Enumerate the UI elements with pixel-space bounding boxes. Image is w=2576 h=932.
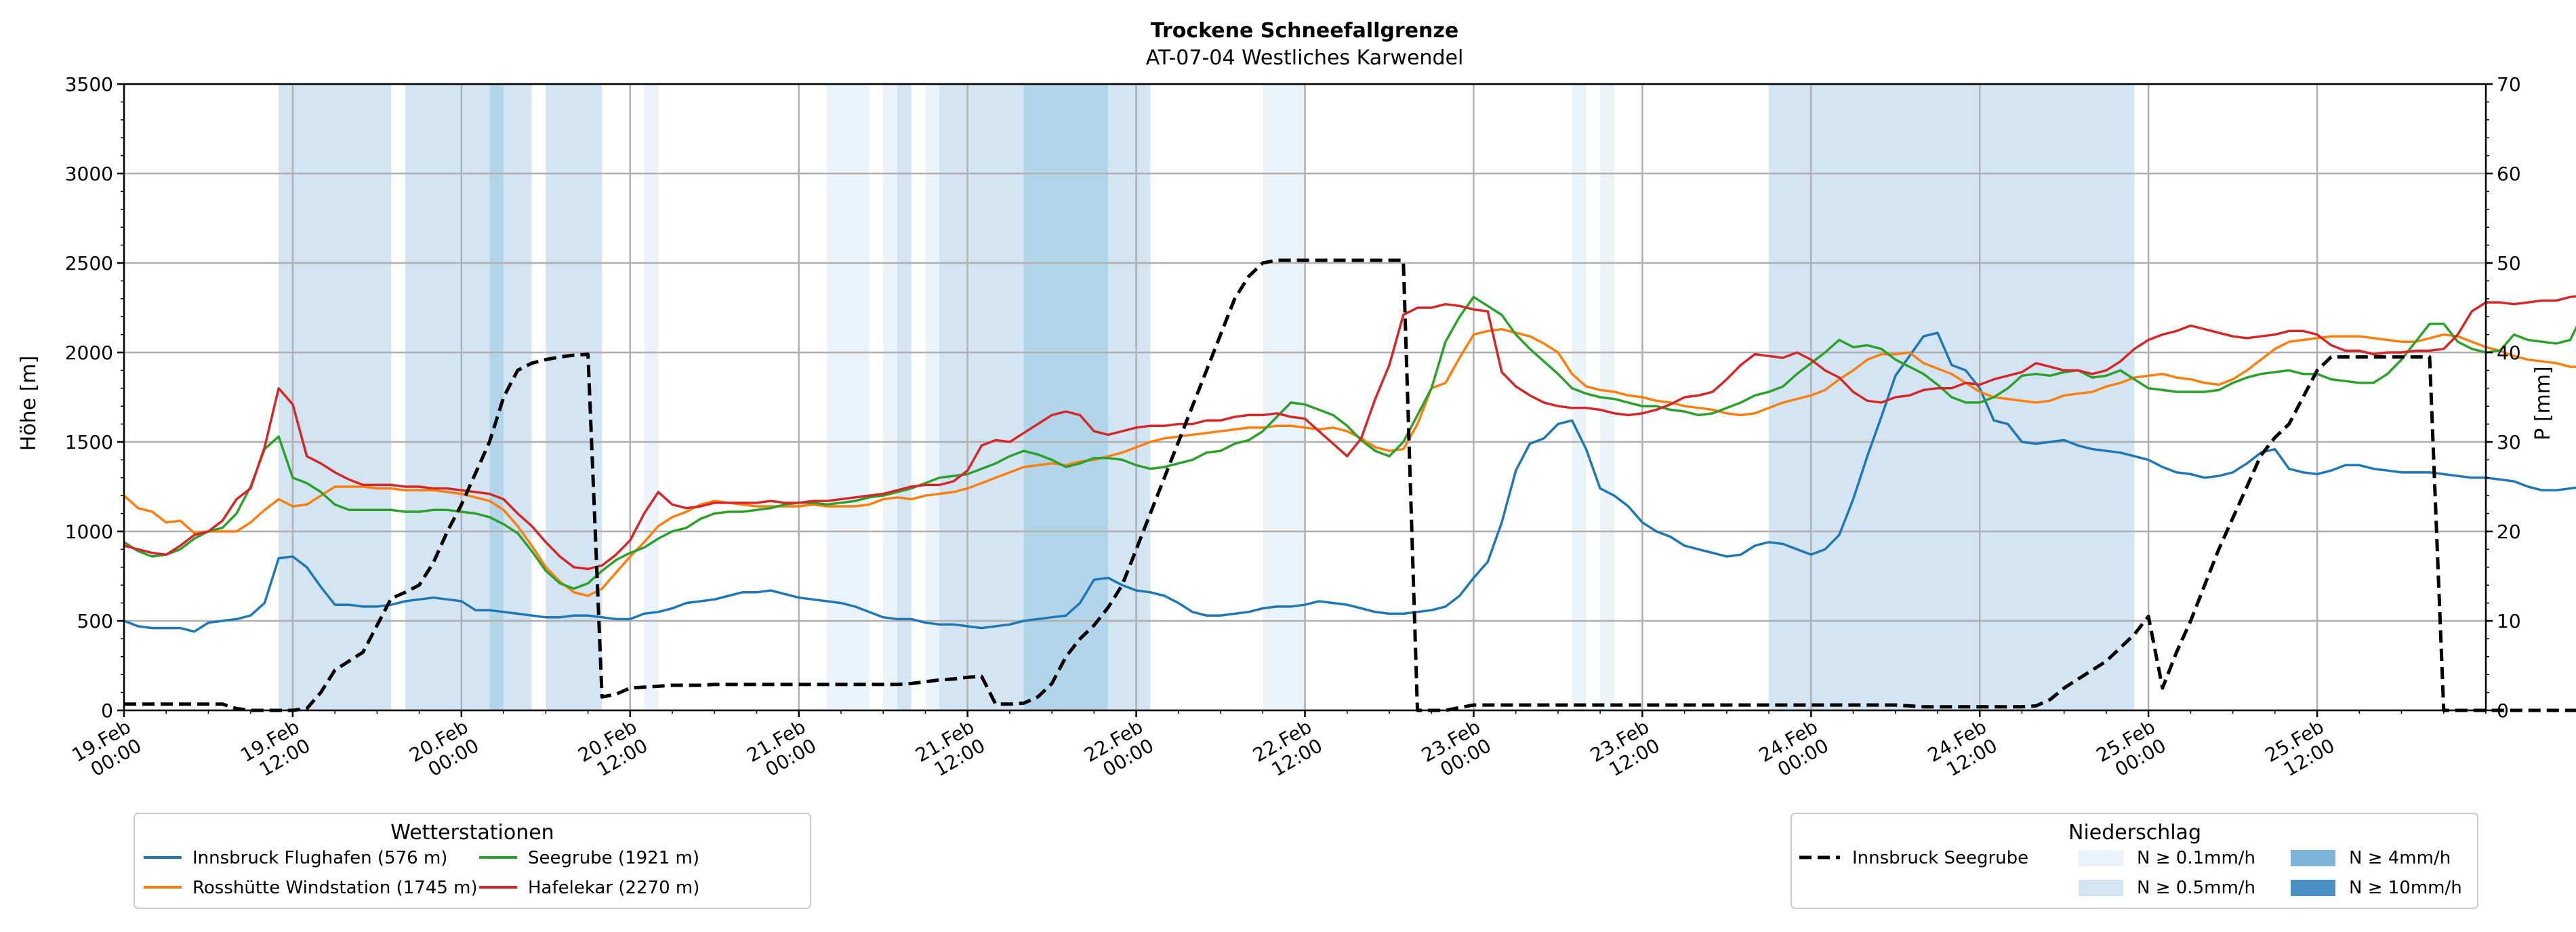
legend-swatch bbox=[2079, 850, 2123, 866]
series-line bbox=[123, 295, 2576, 571]
precip-band bbox=[504, 84, 532, 710]
legend-label: N ≥ 0.1mm/h bbox=[2137, 848, 2255, 868]
precip-band bbox=[827, 84, 870, 710]
precip-band bbox=[1023, 84, 1109, 710]
legend-label: Seegrube (1921 m) bbox=[528, 848, 699, 868]
y-tick-label-right: 70 bbox=[2497, 73, 2521, 96]
y-tick-label-left: 2000 bbox=[65, 342, 113, 364]
series-line bbox=[123, 331, 2576, 633]
legend-precip: Niederschlag Innsbruck Seegrube N ≥ 0.1mm/… bbox=[1791, 813, 2478, 909]
legend-label: Innsbruck Seegrube bbox=[1852, 848, 2028, 868]
y-tick-label-left: 1500 bbox=[65, 431, 113, 453]
y-tick-label-right: 60 bbox=[2497, 163, 2521, 185]
precip-band bbox=[939, 84, 1024, 710]
legend-stations: Wetterstationen Innsbruck Flughafen (576 … bbox=[134, 813, 811, 909]
precip-band bbox=[489, 84, 504, 710]
precip-band bbox=[546, 84, 602, 710]
y-tick-label-right: 40 bbox=[2497, 342, 2521, 364]
y-tick-label-left: 3000 bbox=[65, 163, 113, 185]
legend-precip-title: Niederschlag bbox=[2068, 821, 2201, 845]
y-tick-label-right: 0 bbox=[2497, 700, 2509, 722]
y-axis-label-right: P [mm] bbox=[2531, 366, 2555, 440]
precip-band bbox=[925, 84, 940, 710]
chart-subtitle: AT-07-04 Westliches Karwendel bbox=[1146, 46, 1464, 70]
legend-swatch bbox=[2291, 850, 2335, 866]
series-line bbox=[123, 327, 2576, 597]
legend-label: Innsbruck Flughafen (576 m) bbox=[192, 848, 447, 868]
y-tick-label-left: 3500 bbox=[65, 73, 113, 96]
legend-swatch bbox=[2291, 880, 2335, 896]
precip-band bbox=[1263, 84, 1305, 710]
legend-stations-title: Wetterstationen bbox=[390, 821, 554, 845]
y-tick-label-right: 10 bbox=[2497, 610, 2521, 632]
precip-band bbox=[405, 84, 490, 710]
legend-stations-box bbox=[134, 813, 811, 909]
y-tick-label-left: 2500 bbox=[65, 252, 113, 275]
y-tick-label-left: 0 bbox=[101, 700, 113, 722]
precip-band bbox=[644, 84, 659, 710]
legends: Wetterstationen Innsbruck Flughafen (576 … bbox=[134, 813, 2478, 909]
legend-label: N ≥ 4mm/h bbox=[2349, 848, 2451, 868]
precip-bands bbox=[279, 84, 2135, 710]
precip-band bbox=[897, 84, 912, 710]
y-tick-label-left: 500 bbox=[77, 610, 113, 632]
precip-band bbox=[1108, 84, 1151, 710]
legend-label: Rosshütte Windstation (1745 m) bbox=[192, 878, 478, 898]
precip-band bbox=[883, 84, 897, 710]
precip-band bbox=[1572, 84, 1587, 710]
legend-label: N ≥ 0.5mm/h bbox=[2137, 878, 2255, 898]
y-tick-label-left: 1000 bbox=[65, 521, 113, 543]
y-tick-label-right: 30 bbox=[2497, 431, 2521, 453]
precip-band bbox=[279, 84, 392, 710]
series-line bbox=[124, 258, 2576, 712]
series-lines bbox=[123, 258, 2576, 712]
legend-swatch bbox=[2079, 880, 2123, 896]
x-tick-label: 23.Feb00:00 bbox=[1418, 715, 1495, 785]
y-tick-label-right: 50 bbox=[2497, 252, 2521, 275]
y-tick-label-right: 20 bbox=[2497, 521, 2521, 543]
legend-label: Hafelekar (2270 m) bbox=[528, 878, 699, 898]
chart-title: Trockene Schneefallgrenze bbox=[1151, 19, 1458, 43]
legend-label: N ≥ 10mm/h bbox=[2349, 878, 2462, 898]
y-axis-label-left: Höhe [m] bbox=[17, 356, 41, 451]
